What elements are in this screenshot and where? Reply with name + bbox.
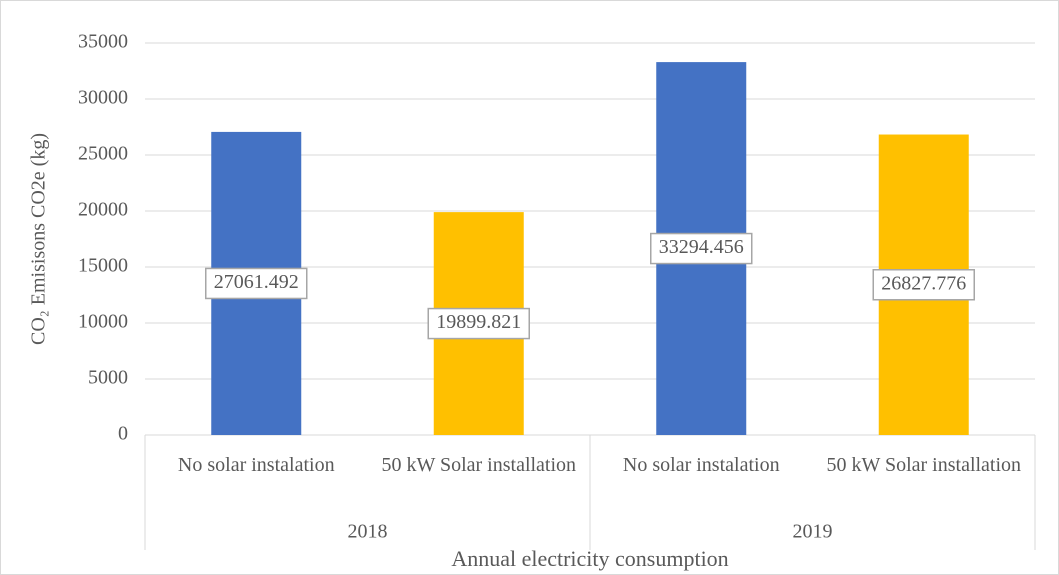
y-tick-label: 20000 bbox=[78, 199, 128, 221]
data-label: 26827.776 bbox=[881, 272, 966, 294]
y-tick-label: 35000 bbox=[78, 31, 128, 53]
y-axis-title: CO₂ Emisisons CO2e (kg) bbox=[28, 133, 50, 345]
y-tick-label: 15000 bbox=[78, 255, 128, 277]
group-label: 2019 bbox=[793, 521, 833, 543]
data-label-box bbox=[872, 269, 975, 301]
y-tick-label: 30000 bbox=[78, 87, 128, 109]
x-tick-label: No solar instalation bbox=[622, 454, 780, 476]
y-tick-label: 25000 bbox=[78, 143, 128, 165]
group-label: 2018 bbox=[348, 521, 388, 543]
y-tick-label: 0 bbox=[118, 423, 128, 445]
data-label: 33294.456 bbox=[659, 236, 744, 258]
data-label-box bbox=[427, 307, 530, 340]
data-label-box bbox=[650, 232, 753, 265]
y-tick-label: 10000 bbox=[78, 311, 128, 333]
data-label: 27061.492 bbox=[214, 271, 299, 293]
x-tick-label: 50 kW Solar installation bbox=[381, 454, 577, 476]
data-label: 19899.821 bbox=[436, 311, 521, 333]
x-axis-title: Annual electricity consumption bbox=[451, 546, 728, 571]
x-tick-label: 50 kW Solar installation bbox=[826, 454, 1022, 476]
x-tick-label: No solar instalation bbox=[177, 454, 335, 476]
data-label-box bbox=[205, 267, 308, 300]
y-tick-label: 5000 bbox=[88, 367, 128, 389]
